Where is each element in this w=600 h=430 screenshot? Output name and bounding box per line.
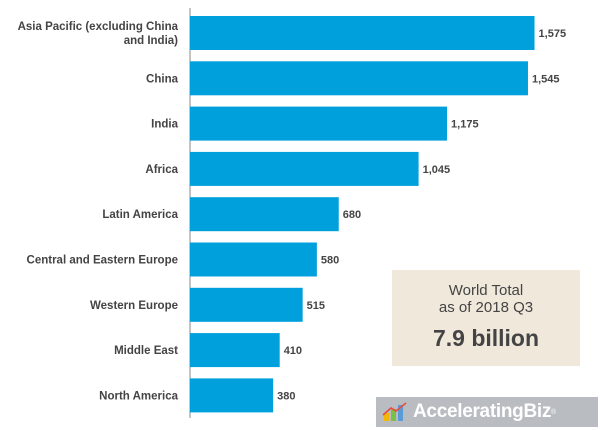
category-label: Western Europe <box>90 300 178 312</box>
world-total-value: 7.9 billion <box>432 325 540 351</box>
category-label: Middle East <box>114 345 178 357</box>
logo-text: AcceleratingBiz <box>413 401 552 422</box>
bar <box>190 106 448 141</box>
bar <box>190 16 535 50</box>
bar <box>190 378 274 413</box>
bar <box>190 333 280 368</box>
bar <box>190 242 317 277</box>
bar-value-label: 1,045 <box>423 164 451 176</box>
category-label: Africa <box>145 164 178 176</box>
category-label: Asia Pacific (excluding China <box>18 21 179 33</box>
bar-value-label: 1,175 <box>451 119 479 131</box>
bar <box>190 151 419 186</box>
logo-registered-mark: ® <box>551 408 557 416</box>
bar-value-label: 1,545 <box>532 73 560 85</box>
category-label: China <box>146 73 179 85</box>
bar-value-label: 580 <box>321 255 339 267</box>
category-label: Central and Eastern Europe <box>27 255 178 267</box>
category-label: Latin America <box>102 209 178 221</box>
bar-value-label: 380 <box>277 390 295 402</box>
bar <box>190 287 303 322</box>
category-label: North America <box>99 390 178 402</box>
bar-value-label: 680 <box>343 209 361 221</box>
bar-value-label: 515 <box>307 300 325 312</box>
logo-chart-icon <box>382 402 407 421</box>
category-label: and India) <box>124 35 178 47</box>
category-label: India <box>151 119 178 131</box>
world-total-label: World Total <box>448 282 524 299</box>
world-total-date: as of 2018 Q3 <box>438 299 534 316</box>
bar-value-label: 1,575 <box>539 28 567 40</box>
bar <box>190 61 528 96</box>
world-total-box: World Total as of 2018 Q3 7.9 billion <box>392 270 580 366</box>
acceleratingbiz-logo: AcceleratingBiz ® <box>376 397 598 427</box>
bar <box>190 197 339 232</box>
bar-value-label: 410 <box>284 345 302 357</box>
